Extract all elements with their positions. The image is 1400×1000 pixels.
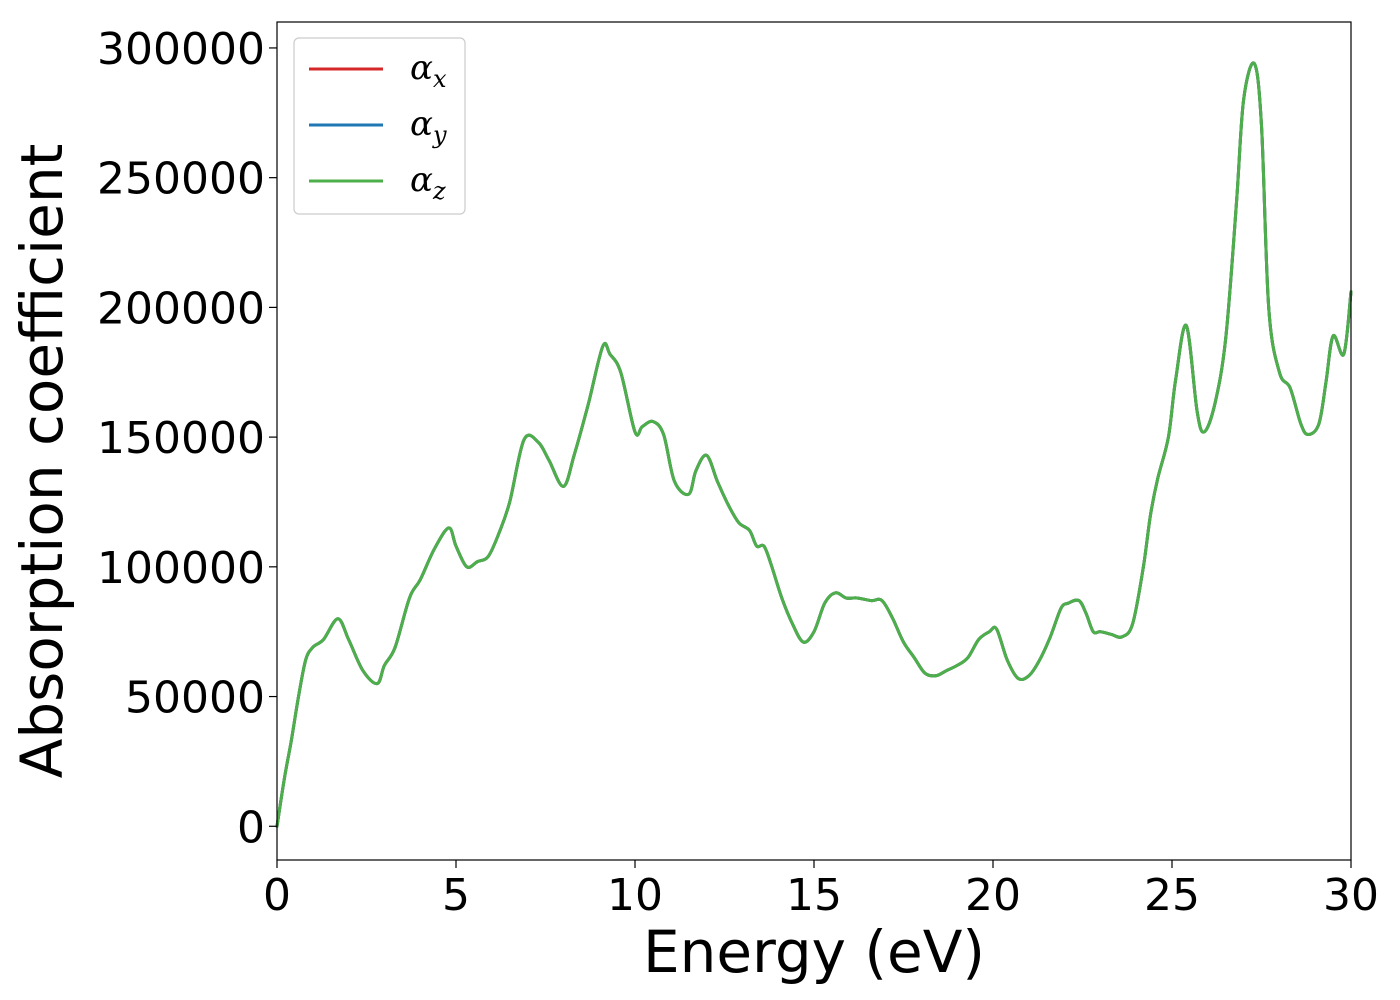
x-tick-label: 15 (786, 870, 842, 921)
x-tick-label: 5 (442, 870, 470, 921)
legend-symbol: α (410, 160, 433, 200)
legend-symbol: α (410, 48, 433, 88)
y-tick-label: 200000 (97, 283, 265, 334)
x-tick-label: 20 (965, 870, 1021, 921)
y-tick-label: 300000 (97, 24, 265, 75)
x-tick-label: 0 (263, 870, 291, 921)
legend-label-2: αy (410, 104, 447, 149)
x-tick-label: 10 (607, 870, 663, 921)
y-tick-label: 0 (237, 802, 265, 853)
legend-subscript: y (432, 121, 447, 149)
y-tick-label: 150000 (97, 413, 265, 464)
y-tick-label: 250000 (97, 154, 265, 205)
legend-symbol: α (410, 104, 433, 144)
legend-label-1: αx (410, 48, 447, 93)
y-axis-label: Absorption coefficient (8, 144, 76, 779)
y-tick-label: 100000 (97, 543, 265, 594)
x-tick-label: 25 (1144, 870, 1200, 921)
legend-subscript: x (433, 65, 447, 93)
y-tick-label: 50000 (125, 673, 265, 724)
series-line-3 (275, 61, 1353, 828)
legend-label-3: αz (410, 160, 446, 205)
series-layer (275, 61, 1353, 828)
x-tick-label: 30 (1323, 870, 1379, 921)
x-axis-ticks: 0 5 10 15 20 25 30 (263, 860, 1379, 921)
x-axis-label: Energy (eV) (643, 918, 985, 986)
legend-subscript: z (432, 177, 446, 205)
y-axis-ticks: 0 50000 100000 150000 200000 250000 300000 (97, 24, 277, 853)
